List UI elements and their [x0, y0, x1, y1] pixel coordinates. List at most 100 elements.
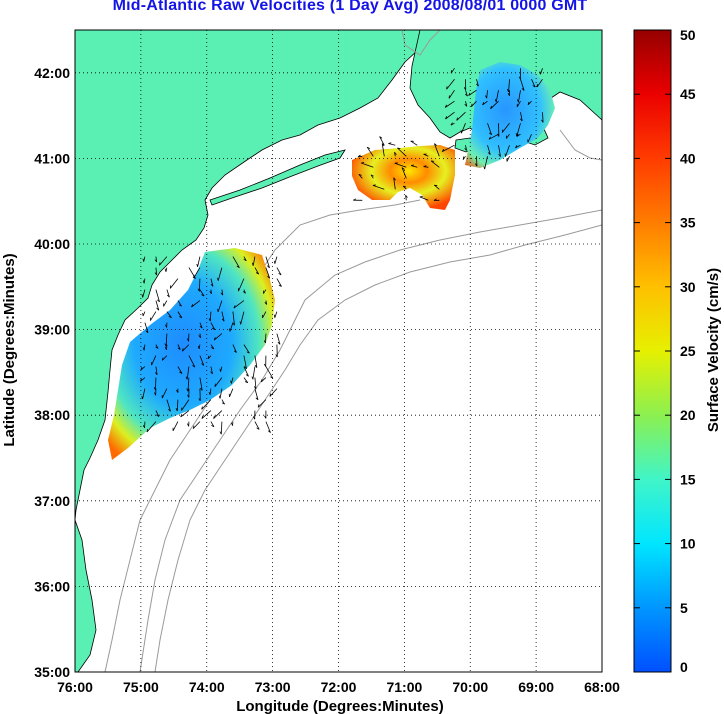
velocity-arrow-head [474, 163, 478, 167]
velocity-arrow-head [517, 99, 519, 103]
velocity-arrow [140, 366, 146, 371]
velocity-arrow-head [233, 305, 236, 309]
y-tick-label: 40:00 [34, 236, 70, 252]
velocity-arrow-head [146, 429, 148, 433]
velocity-arrow [143, 344, 146, 351]
velocity-arrow [516, 123, 521, 137]
velocity-arrow-head [155, 346, 159, 349]
velocity-arrow-head [236, 265, 240, 269]
velocity-arrow [177, 311, 183, 319]
velocity-arrow-head [230, 380, 232, 384]
velocity-arrow [232, 344, 237, 353]
velocity-arrow [276, 333, 281, 345]
velocity-arrow-head [211, 424, 215, 428]
velocity-arrow-head [242, 291, 246, 294]
x-tick-label: 75:00 [123, 679, 159, 695]
velocity-arrow [159, 256, 168, 266]
velocity-arrow-head [260, 378, 263, 383]
velocity-arrow-head [431, 160, 435, 162]
velocity-arrow [262, 311, 267, 319]
velocity-arrow-head [154, 259, 158, 263]
velocity-arrow [265, 267, 271, 279]
velocity-arrow-head [187, 394, 190, 398]
velocity-arrow-head [141, 294, 144, 298]
velocity-arrow-head [211, 347, 215, 350]
velocity-field-northeast [465, 62, 555, 168]
velocity-arrow-head [507, 93, 510, 96]
velocity-arrow-head [516, 133, 519, 137]
velocity-arrow-head [164, 343, 167, 347]
velocity-arrow-head [267, 265, 270, 269]
velocity-arrow [516, 100, 521, 108]
x-tick-label: 70:00 [452, 679, 488, 695]
velocity-arrow [238, 278, 245, 292]
velocity-arrow-head [186, 388, 189, 392]
velocity-arrow [450, 67, 455, 74]
velocity-arrow-head [411, 164, 415, 166]
velocity-arrow [151, 355, 157, 366]
velocity-arrow-head [166, 294, 170, 298]
y-tick-label: 42:00 [34, 65, 70, 81]
x-tick-label: 68:00 [584, 679, 620, 695]
velocity-arrow [199, 377, 203, 391]
velocity-arrow [209, 388, 212, 395]
velocity-arrow-head [201, 415, 204, 419]
velocity-arrow-head [229, 328, 231, 332]
velocity-arrow [366, 146, 374, 157]
velocity-arrow-head [164, 268, 167, 272]
velocity-arrow-head [255, 397, 259, 401]
velocity-arrow [381, 143, 385, 157]
velocity-arrow-head [198, 398, 201, 402]
velocity-arrow [405, 195, 407, 201]
velocity-arrow [199, 322, 203, 329]
velocity-arrow-head [518, 76, 521, 80]
velocity-arrow-head [159, 262, 161, 266]
velocity-arrow [488, 133, 499, 140]
velocity-arrow [397, 147, 407, 157]
velocity-arrow [487, 123, 492, 135]
velocity-arrow [177, 366, 183, 374]
velocity-arrow [487, 145, 491, 155]
velocity-arrow-head [423, 165, 427, 167]
velocity-arrow-head [209, 291, 212, 295]
x-tick-label: 73:00 [255, 679, 291, 695]
velocity-arrow [419, 196, 429, 201]
velocity-arrow-head [263, 363, 267, 367]
velocity-arrow [166, 289, 170, 298]
velocity-arrow [232, 311, 235, 326]
velocity-arrow-head [251, 262, 254, 266]
velocity-arrow [219, 388, 223, 399]
map-title: Mid-Atlantic Raw Velocities (1 Day Avg) … [112, 0, 588, 14]
velocity-arrow-head [367, 146, 371, 149]
velocity-arrow-head [243, 258, 247, 262]
velocity-arrow [471, 100, 477, 107]
velocity-arrow-head [381, 143, 385, 147]
velocity-arrow [199, 278, 201, 292]
velocity-arrow [423, 153, 429, 157]
colorbar-tick-label: 40 [680, 150, 696, 166]
velocity-arrow-head [434, 184, 438, 187]
colorbar [633, 29, 672, 673]
x-tick-label: 76:00 [57, 679, 93, 695]
velocity-arrow-head [277, 341, 281, 345]
velocity-arrow [465, 145, 467, 151]
x-axis-label: Longitude (Degrees:Minutes) [236, 698, 444, 714]
velocity-arrow [495, 90, 499, 103]
velocity-arrow-head [153, 387, 156, 391]
velocity-arrow-head [464, 147, 467, 151]
velocity-arrow [186, 366, 190, 380]
velocity-arrow-head [177, 347, 181, 350]
colorbar-tick-label: 15 [680, 471, 696, 487]
velocity-arrow-head [208, 318, 211, 322]
velocity-arrow-head [494, 99, 497, 103]
colorbar-tick-labels: 0 5 10 15 20 25 30 35 40 45 50 [634, 27, 696, 675]
velocity-arrow-head [264, 415, 267, 419]
velocity-arrow [276, 278, 282, 287]
velocity-arrow [536, 78, 543, 88]
velocity-arrow-head [141, 396, 143, 400]
velocity-arrow [243, 344, 250, 354]
velocity-arrow [240, 311, 245, 325]
velocity-arrow-head [532, 85, 536, 88]
velocity-arrow-head [156, 307, 160, 311]
